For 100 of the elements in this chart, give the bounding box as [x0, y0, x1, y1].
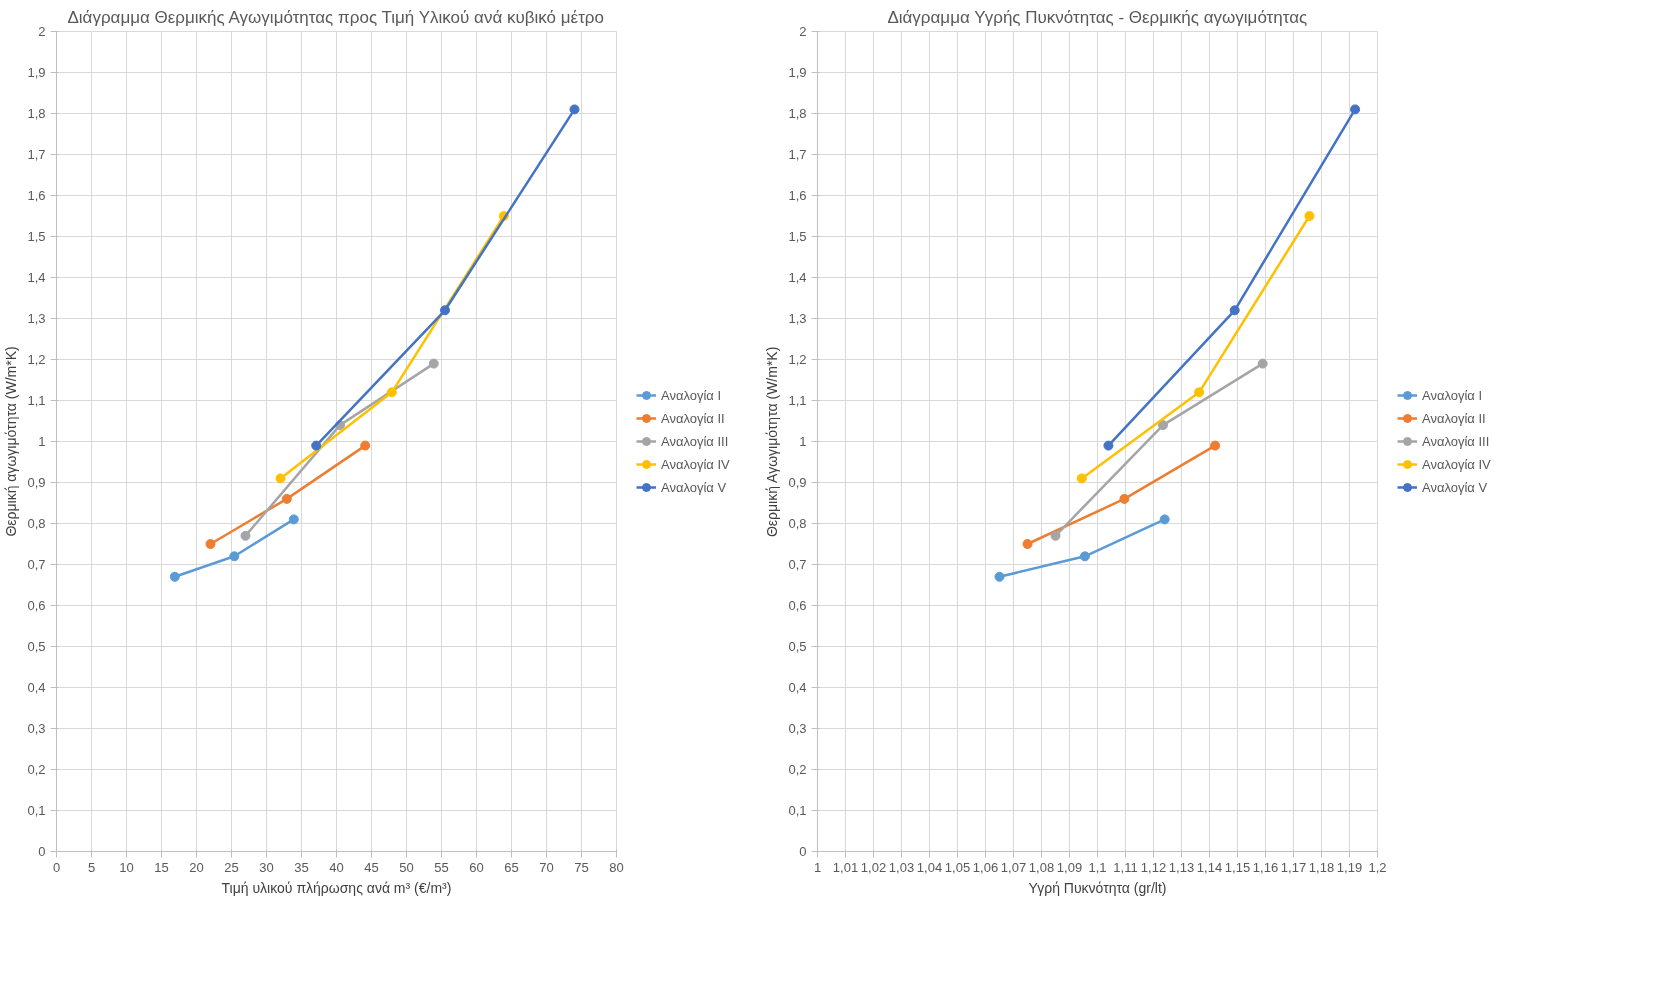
point [288, 514, 299, 525]
x-tick-label: 1,11 [1113, 859, 1138, 875]
point [1103, 440, 1114, 451]
y-tick-label: 1,3 [788, 311, 807, 326]
y-tick-label: 2 [799, 24, 807, 39]
legend-label: Αναλογία II [661, 410, 725, 426]
y-tick-label: 0,5 [788, 639, 807, 654]
legend-label: Αναλογία III [1422, 433, 1490, 449]
y-tick-label: 1,2 [27, 352, 46, 367]
x-tick-label: 50 [399, 859, 414, 875]
y-tick-label: 0,2 [27, 762, 46, 777]
x-tick-label: 1,03 [888, 859, 915, 875]
x-tick-label: 1,05 [944, 859, 971, 875]
legend-label: Αναλογία II [1422, 410, 1486, 426]
x-tick-label: 1,02 [860, 859, 887, 875]
y-tick-label: 0,1 [788, 803, 807, 818]
x-tick-label: 1,18 [1308, 859, 1335, 875]
point [205, 539, 216, 549]
point [1257, 358, 1268, 369]
y-tick-label: 1,6 [788, 188, 807, 203]
y-tick-label: 1,7 [27, 147, 46, 162]
x-tick-label: 1,14 [1196, 859, 1223, 875]
point [1158, 420, 1169, 431]
x-tick-label: 1,2 [1368, 859, 1387, 875]
point [386, 387, 397, 398]
point [1119, 493, 1130, 504]
y-tick-label: 0 [38, 844, 46, 859]
y-tick-label: 0,9 [27, 475, 46, 490]
point [281, 493, 292, 504]
point [169, 571, 180, 582]
legend-label: Αναλογία V [1422, 479, 1488, 495]
point [1194, 387, 1205, 398]
x-tick-label: 1,13 [1168, 859, 1195, 875]
y-tick-label: 0,6 [27, 598, 46, 613]
legend-label: Αναλογία III [661, 433, 729, 449]
x-tick-label: 55 [434, 859, 449, 875]
y-tick-label: 0,5 [27, 639, 46, 654]
point [229, 551, 240, 562]
y-axis-title: Θερμική αγωγιμότητα (W/m*K) [3, 346, 20, 537]
y-tick-label: 0,3 [788, 721, 807, 736]
legend-label: Αναλογία V [661, 479, 727, 495]
point [440, 305, 450, 316]
y-tick-label: 1,4 [27, 270, 46, 285]
x-tick-label: 1,04 [916, 859, 943, 875]
y-tick-label: 0,8 [788, 516, 807, 531]
x-tick-label: 1,07 [1000, 859, 1027, 875]
y-tick-label: 0,7 [27, 557, 46, 572]
y-tick-label: 1,1 [788, 393, 807, 408]
x-tick-label: 1,08 [1028, 859, 1055, 875]
point [360, 440, 371, 451]
point [1350, 104, 1361, 115]
y-tick-label: 1,3 [27, 311, 46, 326]
x-tick-label: 15 [154, 859, 169, 875]
point [1079, 551, 1090, 562]
x-tick-label: 5 [87, 859, 96, 875]
y-axis-title: Θερμική Αγωγιμότητα (W/m*K) [764, 346, 781, 538]
y-tick-label: 0,1 [27, 803, 46, 818]
x-tick-label: 1,06 [972, 859, 999, 875]
y-tick-label: 0,8 [27, 516, 46, 531]
y-tick-label: 1,8 [27, 106, 46, 121]
point [569, 104, 580, 115]
x-tick-label: 60 [469, 859, 484, 875]
y-tick-label: 0 [799, 844, 807, 859]
y-tick-label: 1,9 [27, 65, 46, 80]
y-tick-label: 1,2 [788, 352, 807, 367]
x-tick-label: 25 [224, 859, 239, 875]
x-tick-label: 1,17 [1280, 859, 1307, 875]
point [1022, 539, 1033, 549]
x-tick-label: 80 [609, 859, 624, 875]
x-tick-label: 40 [329, 859, 344, 875]
point [428, 358, 439, 369]
legend-label: Αναλογία IV [661, 456, 730, 472]
x-tick-label: 1,01 [832, 859, 859, 875]
y-tick-label: 0,6 [788, 598, 807, 613]
point [1229, 305, 1240, 316]
y-tick-label: 0,7 [788, 557, 807, 572]
point [994, 571, 1005, 582]
x-tick-label: 0 [52, 859, 61, 875]
y-tick-label: 1,1 [27, 393, 46, 408]
y-tick-label: 1,6 [27, 188, 46, 203]
chart-title: Διάγραμμα Υγρής Πυκνότητας - Θερμικής αγωγιμότητας [887, 7, 1308, 27]
y-tick-label: 1,5 [27, 229, 46, 244]
y-tick-label: 1,9 [788, 65, 807, 80]
x-tick-label: 10 [119, 859, 134, 875]
x-tick-label: 65 [504, 859, 519, 875]
legend-label: Αναλογία IV [1422, 456, 1491, 472]
x-tick-label: 70 [539, 859, 554, 875]
point [1304, 211, 1315, 221]
y-tick-label: 0,3 [27, 721, 46, 736]
x-tick-label: 1,12 [1140, 859, 1167, 875]
point [311, 440, 322, 451]
chart-title: Διάγραμμα Θερμικής Αγωγιμότητας προς Τιμή Υλικού ανά κυβικό μέτρο [67, 7, 604, 27]
y-tick-label: 0,4 [788, 680, 807, 695]
point [1076, 473, 1087, 484]
y-tick-label: 1,4 [788, 270, 807, 285]
point [1159, 514, 1170, 525]
x-tick-label: 1,15 [1224, 859, 1251, 875]
y-tick-label: 1,5 [788, 229, 807, 244]
legend-label: Αναλογία I [661, 387, 722, 403]
x-tick-label: 1,19 [1336, 859, 1363, 875]
